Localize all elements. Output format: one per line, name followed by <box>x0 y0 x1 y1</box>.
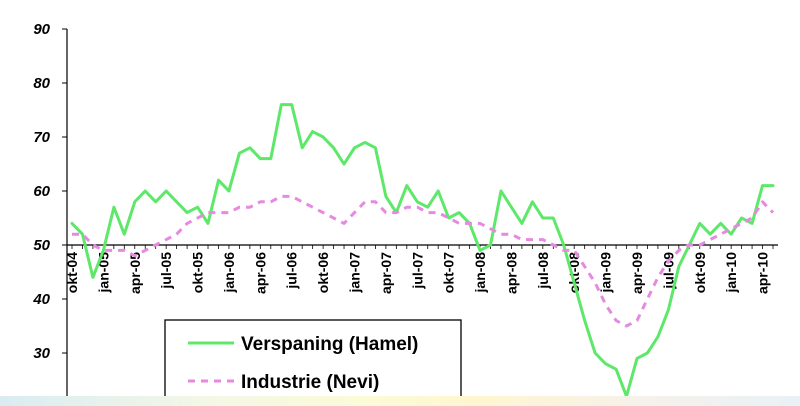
x-tick-label: jan-05 <box>95 252 111 294</box>
legend: Verspaning (Hamel) Industrie (Nevi) <box>164 319 462 406</box>
x-tick-label: jul-07 <box>409 252 425 290</box>
x-tick-label: apr-10 <box>755 252 771 294</box>
x-tick-label: okt-06 <box>315 252 331 293</box>
y-tick-label: 90 <box>33 21 50 38</box>
y-tick-label: 40 <box>32 291 50 308</box>
series-line-industrie <box>72 194 775 328</box>
x-tick-label: jul-06 <box>284 252 300 290</box>
y-tick-label: 30 <box>33 345 50 362</box>
series-line-verspaning <box>70 103 775 398</box>
y-tick-label: 50 <box>33 237 50 254</box>
x-tick-label: jan-07 <box>346 252 362 294</box>
x-tick-label: okt-05 <box>190 252 206 293</box>
x-tick-label: okt-08 <box>566 252 582 293</box>
legend-box <box>164 319 462 406</box>
y-axis: 9080706050403020 <box>32 21 68 406</box>
x-tick-label: apr-09 <box>629 252 645 294</box>
x-tick-label: jul-08 <box>535 252 551 290</box>
x-tick-label: jan-08 <box>472 252 488 294</box>
bottom-decorative-band <box>0 396 800 406</box>
x-axis: okt-04 jan-05 apr-05 jul-05 okt-05 jan-06 apr-… <box>64 244 778 294</box>
x-tick-label: apr-08 <box>503 252 519 294</box>
y-tick-label: 70 <box>33 129 50 146</box>
x-tick-label: jan-09 <box>598 252 614 294</box>
x-tick-label: jul-09 <box>660 252 676 290</box>
x-tick-label: apr-07 <box>378 252 394 294</box>
x-tick-label: apr-06 <box>252 252 268 294</box>
x-tick-label: okt-09 <box>692 252 708 293</box>
x-tick-label: apr-05 <box>127 252 143 294</box>
x-tick-label: okt-07 <box>441 252 457 293</box>
series-layer <box>70 103 775 398</box>
x-tick-label: okt-04 <box>64 252 80 293</box>
legend-label-industrie: Industrie (Nevi) <box>241 372 379 393</box>
x-tick-label: jan-06 <box>221 252 237 294</box>
legend-label-verspaning: Verspaning (Hamel) <box>241 334 418 355</box>
y-tick-label: 80 <box>33 75 50 92</box>
x-tick-label: jul-05 <box>158 252 174 290</box>
y-tick-label: 60 <box>33 183 50 200</box>
x-tick-label: jan-10 <box>723 252 739 294</box>
